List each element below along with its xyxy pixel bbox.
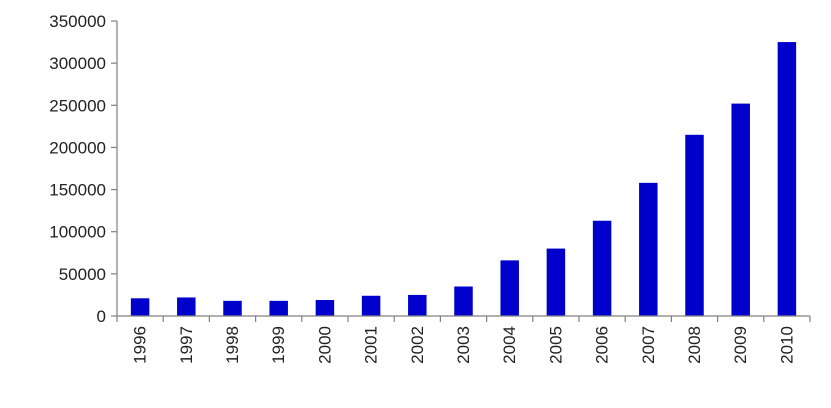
- bars-layer: [130, 42, 797, 316]
- bar-2006: [592, 220, 612, 316]
- x-tick-label: 2001: [362, 326, 381, 364]
- x-tick-label: 2002: [408, 326, 427, 364]
- bar-1997: [177, 297, 196, 316]
- bar-2008: [685, 134, 704, 316]
- y-tick-label: 100000: [49, 223, 106, 242]
- y-tick-label: 0: [97, 307, 106, 326]
- x-tick-label: 1999: [269, 326, 288, 364]
- bar-1998: [223, 300, 242, 316]
- x-tick-label: 1996: [131, 326, 150, 364]
- bar-2009: [731, 103, 750, 316]
- x-tick-label: 2008: [685, 326, 704, 364]
- y-tick-labels: 0 50000 100000 150000 200000 250000 300000 3500…: [49, 12, 106, 326]
- bar-2004: [500, 260, 519, 316]
- bar-1996: [130, 298, 150, 316]
- x-tick-label: 2000: [315, 326, 334, 364]
- bar-2005: [546, 248, 566, 316]
- bar-2003: [454, 286, 473, 316]
- y-tick-label: 50000: [59, 265, 106, 284]
- x-tick-label: 2005: [546, 326, 565, 364]
- y-tick-label: 200000: [49, 138, 106, 157]
- bar-2001: [361, 295, 381, 316]
- y-tick-label: 150000: [49, 181, 106, 200]
- x-tick-label: 2007: [639, 326, 658, 364]
- x-tick-label: 2004: [500, 326, 519, 364]
- x-tick-label: 1997: [177, 326, 196, 364]
- y-tick-label: 300000: [49, 54, 106, 73]
- x-tick-label: 2009: [731, 326, 750, 364]
- bar-2010: [777, 42, 797, 316]
- x-tick-label: 2006: [593, 326, 612, 364]
- bar-2000: [315, 299, 335, 316]
- x-tick-label: 2003: [454, 326, 473, 364]
- x-tick-label: 2010: [777, 326, 796, 364]
- y-tick-label: 350000: [49, 12, 106, 31]
- y-tick-label: 250000: [49, 96, 106, 115]
- bar-2002: [408, 294, 427, 316]
- x-tick-labels: 1996 1997 1998 1999 2000 2001 2002 2003 2004 2005…: [131, 326, 797, 364]
- bar-2007: [639, 182, 658, 316]
- x-tick-label: 1998: [223, 326, 242, 364]
- axes-layer: [111, 20, 811, 322]
- bar-1999: [269, 300, 288, 316]
